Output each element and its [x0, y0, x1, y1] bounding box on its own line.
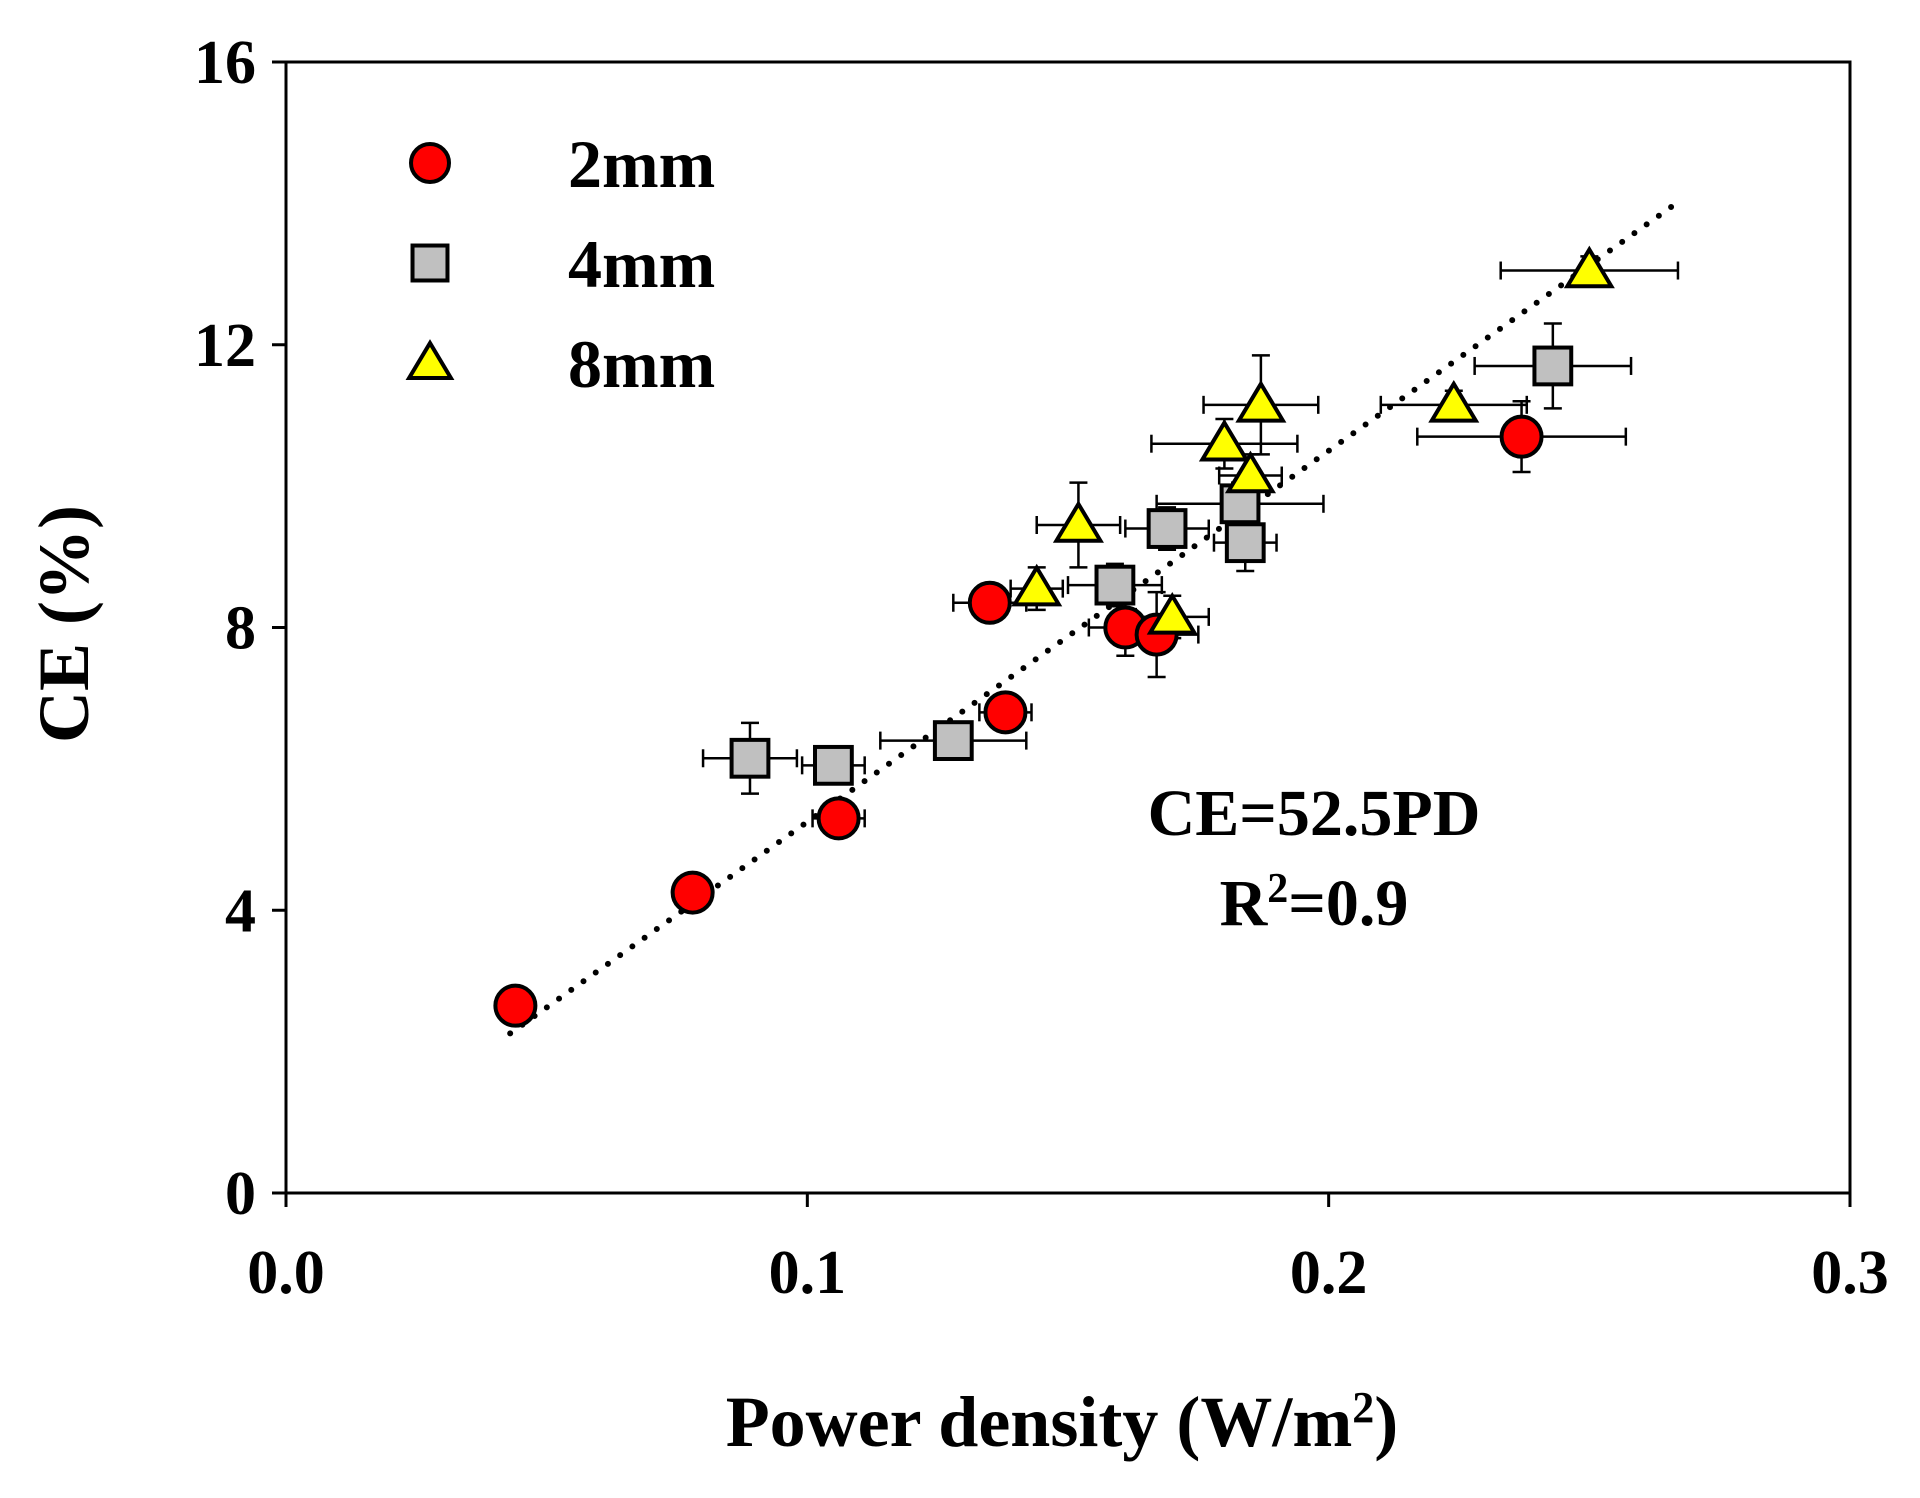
x-axis-title-end: ) [1374, 1382, 1398, 1462]
data-point-8mm [1011, 563, 1063, 607]
r-squared: R2=0.9 [1220, 866, 1409, 940]
legend: 2mm 4mm 8mm [405, 126, 715, 402]
x-tick-label: 0.3 [1811, 1239, 1889, 1307]
r-squared-value: =0.9 [1288, 867, 1408, 940]
data-point-8mm [1224, 450, 1276, 494]
data-point-8mm [1235, 379, 1287, 423]
y-tick-label: 16 [194, 29, 256, 97]
data-point-4mm [1532, 345, 1574, 387]
data-point-4mm [813, 744, 854, 786]
data-point-8mm [1563, 245, 1615, 289]
x-tick-label: 0.2 [1290, 1239, 1368, 1307]
data-point-2mm [967, 580, 1012, 625]
y-tick-label: 8 [225, 595, 256, 663]
legend-marker-4mm [410, 243, 450, 283]
data-point-4mm [729, 737, 771, 779]
data-point-2mm [983, 690, 1028, 735]
x-tick-label: 0.1 [769, 1239, 847, 1307]
data-point-2mm [670, 870, 715, 915]
y-tick-label: 12 [194, 312, 256, 380]
data-markers [493, 245, 1615, 1028]
data-point-4mm [1094, 564, 1136, 606]
data-point-8mm [1198, 418, 1250, 462]
x-axis-title: Power density (W/m2) [726, 1382, 1399, 1462]
data-point-4mm [1146, 508, 1188, 549]
data-point-2mm [1499, 414, 1544, 459]
legend-marker-2mm [409, 142, 451, 184]
r-squared-sup: 2 [1267, 866, 1288, 912]
data-point-8mm [1146, 592, 1198, 635]
data-point-2mm [816, 796, 861, 841]
data-point-4mm [1224, 522, 1266, 564]
y-tick-label: 4 [225, 877, 256, 945]
legend-label-4mm: 4mm [568, 226, 715, 302]
legend-marker-8mm [405, 339, 455, 380]
x-tick-label: 0.0 [247, 1239, 325, 1307]
x-axis-title-sup: 2 [1352, 1383, 1374, 1432]
data-point-4mm [932, 720, 974, 762]
x-axis-title-main: Power density (W/m [726, 1382, 1353, 1462]
data-point-8mm [1052, 500, 1104, 543]
fit-equation: CE=52.5PD [1148, 777, 1481, 850]
axis-ticks: 0.0 0.1 0.2 0.3 0 4 8 12 16 [194, 29, 1889, 1307]
data-point-2mm [493, 983, 538, 1028]
data-point-8mm [1428, 379, 1480, 423]
legend-label-2mm: 2mm [568, 126, 715, 202]
y-axis-title: CE (%) [24, 505, 104, 743]
r-squared-prefix: R [1220, 867, 1269, 940]
y-tick-label: 0 [225, 1160, 256, 1228]
legend-label-8mm: 8mm [568, 326, 715, 402]
